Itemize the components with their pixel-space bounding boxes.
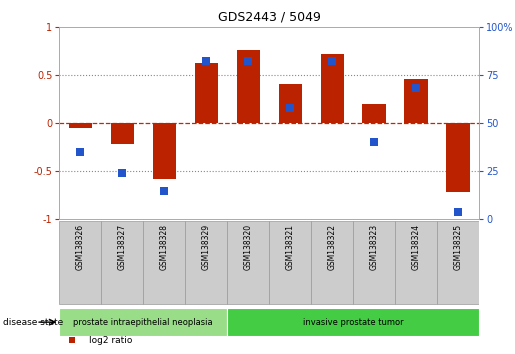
Point — [244, 58, 252, 64]
Bar — [437, 221, 479, 304]
Bar — [101, 221, 143, 304]
Point — [370, 139, 378, 145]
Point — [67, 337, 76, 343]
Text: GSM138322: GSM138322 — [328, 224, 336, 270]
Point — [328, 58, 336, 64]
Bar — [404, 79, 427, 123]
Bar — [68, 123, 92, 128]
Text: GSM138325: GSM138325 — [454, 224, 462, 270]
Text: GSM138324: GSM138324 — [411, 224, 420, 270]
Point — [412, 85, 420, 91]
Point — [202, 58, 210, 64]
Point — [118, 170, 126, 176]
Bar — [143, 221, 185, 304]
Text: GSM138328: GSM138328 — [160, 224, 168, 270]
Bar — [353, 221, 395, 304]
Text: disease state: disease state — [3, 318, 63, 327]
Bar — [320, 53, 344, 123]
Text: GSM138329: GSM138329 — [202, 224, 211, 270]
Text: GSM138323: GSM138323 — [370, 224, 379, 270]
Point — [286, 105, 294, 110]
Bar — [236, 50, 260, 123]
Point — [76, 149, 84, 155]
Bar — [447, 123, 470, 193]
Bar — [152, 123, 176, 179]
Bar — [395, 221, 437, 304]
Bar — [195, 63, 218, 123]
Bar — [269, 221, 311, 304]
Text: GSM138327: GSM138327 — [118, 224, 127, 270]
Text: prostate intraepithelial neoplasia: prostate intraepithelial neoplasia — [73, 318, 213, 327]
Text: invasive prostate tumor: invasive prostate tumor — [303, 318, 403, 327]
Bar — [59, 308, 227, 336]
Title: GDS2443 / 5049: GDS2443 / 5049 — [218, 11, 320, 24]
Point — [160, 188, 168, 193]
Bar — [363, 104, 386, 123]
Point — [454, 209, 462, 215]
Bar — [227, 221, 269, 304]
Bar — [185, 221, 227, 304]
Bar — [279, 84, 302, 123]
Bar — [59, 221, 101, 304]
Text: GSM138320: GSM138320 — [244, 224, 252, 270]
Bar — [111, 123, 134, 144]
Bar — [311, 221, 353, 304]
Text: log2 ratio: log2 ratio — [89, 336, 132, 345]
Text: GSM138321: GSM138321 — [286, 224, 295, 270]
Bar — [227, 308, 479, 336]
Text: GSM138326: GSM138326 — [76, 224, 84, 270]
